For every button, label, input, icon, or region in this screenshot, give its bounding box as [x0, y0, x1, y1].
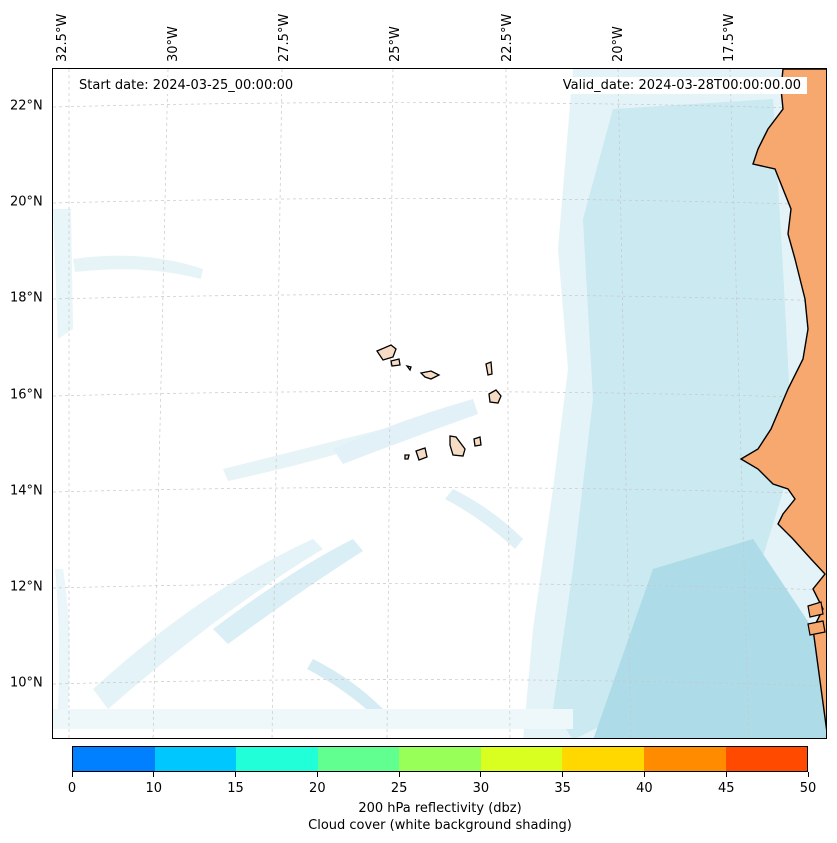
cloud-streak-5: [73, 255, 203, 279]
longitude-label: 32.5°W: [55, 13, 70, 62]
gridline-lon: [386, 69, 394, 738]
colorbar-segment: [480, 747, 563, 771]
cloud-streak-7: [55, 569, 70, 709]
colorbar-segment: [73, 747, 155, 771]
land-africa: [739, 69, 826, 731]
gridline-lon: [271, 69, 283, 738]
colorbar-segment: [236, 747, 318, 771]
island-boa-vista: [488, 389, 502, 404]
cloud-band-dense: [593, 539, 826, 738]
latitude-label: 20°N: [10, 194, 43, 210]
island-sal: [485, 361, 493, 376]
colorbar-sublabel: Cloud cover (white background shading): [308, 818, 572, 833]
colorbar-tick: [725, 772, 727, 777]
cloud-streak-8: [307, 659, 383, 717]
colorbar-tick: [398, 772, 400, 777]
colorbar-tick: [316, 772, 318, 777]
cloud-streak-6: [53, 209, 73, 339]
africa-island: [807, 601, 824, 618]
colorbar-segment: [399, 747, 481, 771]
colorbar-segment: [154, 747, 237, 771]
gridline-lat: [53, 583, 826, 591]
latitude-label: 18°N: [10, 290, 43, 306]
longitude-label: 20°W: [611, 26, 626, 62]
colorbar-segment: [725, 747, 808, 771]
island-santa-luzia: [405, 364, 412, 372]
graticule: [53, 69, 826, 738]
cloud-band-dense-north: [593, 259, 713, 449]
colorbar-tick: [562, 772, 564, 777]
colorbar-tick-label: 50: [799, 781, 817, 796]
gridline-lat: [53, 487, 826, 495]
colorbar-label: 200 hPa reflectivity (dbz): [358, 801, 522, 816]
island-santiago: [449, 435, 466, 457]
gridline-lat: [53, 391, 826, 399]
longitude-label: 30°W: [166, 26, 181, 62]
latitude-label: 10°N: [10, 675, 43, 691]
colorbar-tick: [235, 772, 237, 777]
colorbar-tick-label: 10: [145, 781, 163, 796]
island-brava: [404, 454, 410, 460]
island-fogo: [415, 447, 428, 461]
gridline-lat: [53, 294, 826, 302]
colorbar-tick-label: 20: [309, 781, 326, 796]
island-sao-nicolau: [419, 370, 441, 380]
africa-coastline: [739, 69, 826, 731]
cloud-streak-1: [93, 539, 323, 709]
longitude-label: 25°W: [388, 26, 403, 62]
latitude-label: 16°N: [10, 387, 43, 403]
reflectivity-colorbar: [72, 746, 808, 772]
colorbar-segment: [317, 747, 400, 771]
colorbar-tick: [480, 772, 482, 777]
colorbar-tick-label: 30: [472, 781, 490, 796]
gridline-lon: [505, 69, 511, 738]
cloud-streak-9: [53, 709, 573, 729]
gridline-lat: [53, 198, 826, 206]
cloud-streak-3: [223, 429, 388, 481]
colorbar-tick: [71, 772, 73, 777]
island-sao-vicente: [390, 358, 401, 367]
cloud-streak-4: [333, 399, 478, 464]
island-santo-antao: [376, 344, 397, 361]
cloud-streak-2: [213, 539, 363, 644]
colorbar-tick-label: 40: [636, 781, 653, 796]
colorbar-segment: [643, 747, 726, 771]
gridline-lon: [617, 69, 632, 738]
africa-island: [807, 620, 826, 636]
latitude-label: 22°N: [10, 98, 43, 114]
colorbar-tick: [643, 772, 645, 777]
colorbar-segment: [562, 747, 644, 771]
colorbar-tick-label: 35: [554, 781, 571, 796]
latitude-label: 12°N: [10, 579, 43, 595]
cloud-cover-shading: [53, 69, 826, 738]
valid-date-label: Valid_date: 2024-03-28T00:00:00.00: [556, 77, 807, 94]
cloud-streak-10: [445, 489, 523, 549]
gridline-lat: [53, 679, 826, 687]
colorbar-tick: [153, 772, 155, 777]
colorbar-tick-label: 15: [227, 781, 244, 796]
longitude-label: 22.5°W: [500, 13, 515, 62]
longitude-label: 27.5°W: [277, 13, 292, 62]
colorbar-tick: [807, 772, 809, 777]
gridline-lon: [152, 69, 169, 738]
latitude-label: 14°N: [10, 483, 43, 499]
island-maio: [473, 436, 482, 447]
map-canvas: [53, 69, 826, 738]
map-panel: [52, 68, 827, 739]
gridline-lon: [729, 69, 750, 738]
colorbar-tick-label: 25: [390, 781, 408, 796]
gridline-lat: [53, 102, 826, 110]
start-date-label: Start date: 2024-03-25_00:00:00: [73, 77, 300, 94]
colorbar-tick-label: 0: [67, 781, 77, 796]
cape-verde-islands: [376, 344, 502, 461]
colorbar-tick-label: 45: [717, 781, 735, 796]
longitude-label: 17.5°W: [722, 13, 737, 62]
